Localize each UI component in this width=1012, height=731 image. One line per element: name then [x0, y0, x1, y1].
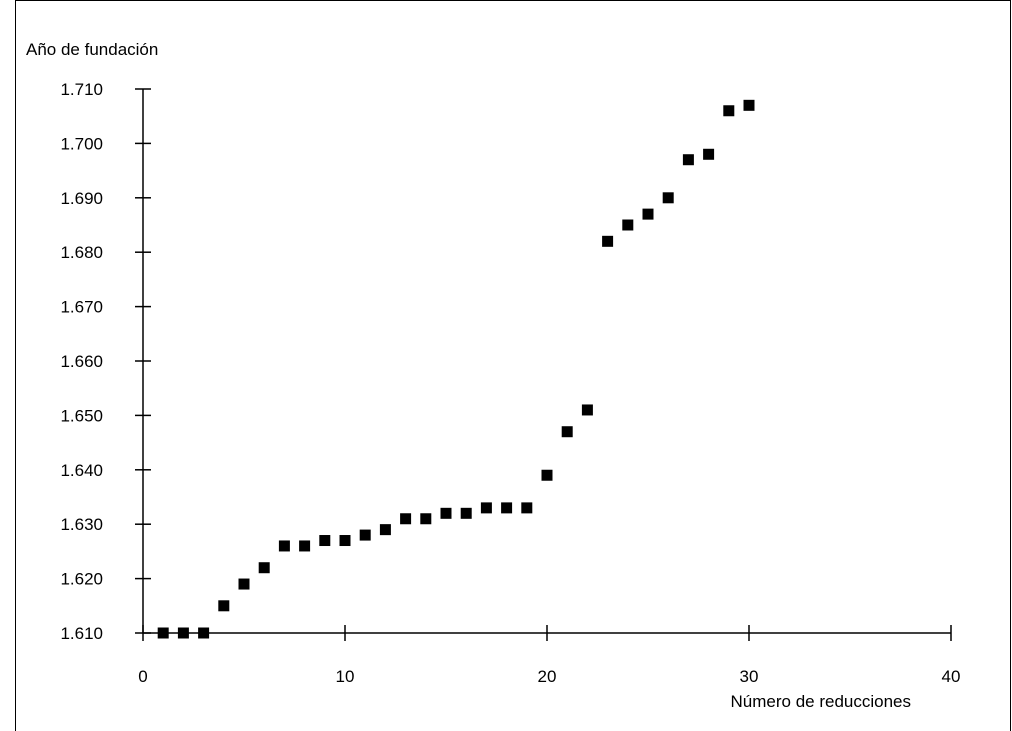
y-ticks: 1.610 1.620 1.630 1.640 1.650 1.660 1.670 1.680…: [60, 80, 151, 643]
data-point: [379, 524, 391, 536]
data-point: [642, 208, 654, 220]
data-points: [157, 99, 755, 639]
data-point: [258, 562, 270, 574]
x-tick-label: 0: [138, 667, 147, 686]
y-tick-label: 1.660: [60, 352, 103, 371]
y-tick-label: 1.710: [60, 80, 103, 99]
data-point: [581, 404, 593, 416]
data-point: [440, 507, 452, 519]
y-tick-label: 1.610: [60, 624, 103, 643]
data-point: [723, 105, 735, 117]
data-point: [359, 529, 371, 541]
data-point: [480, 502, 492, 514]
chart-frame: [15, 0, 1011, 731]
data-point: [177, 627, 189, 639]
data-point: [400, 513, 412, 525]
axes: [142, 89, 951, 634]
data-point: [278, 540, 290, 552]
x-axis-title: Número de reducciones: [731, 692, 911, 711]
data-point: [238, 578, 250, 590]
y-tick-label: 1.630: [60, 515, 103, 534]
data-point: [218, 600, 230, 612]
data-point: [157, 627, 169, 639]
data-point: [743, 99, 755, 111]
data-point: [501, 502, 513, 514]
x-tick-label: 40: [942, 667, 961, 686]
data-point: [682, 154, 694, 166]
x-tick-label: 30: [740, 667, 759, 686]
data-point: [662, 192, 674, 204]
y-tick-label: 1.650: [60, 406, 103, 425]
x-tick-label: 20: [538, 667, 557, 686]
data-point: [521, 502, 533, 514]
data-point: [299, 540, 311, 552]
data-point: [541, 469, 553, 481]
data-point: [319, 535, 331, 547]
y-tick-label: 1.670: [60, 298, 103, 317]
data-point: [339, 535, 351, 547]
y-tick-label: 1.640: [60, 461, 103, 480]
y-tick-label: 1.700: [60, 134, 103, 153]
y-tick-label: 1.680: [60, 243, 103, 262]
data-point: [561, 426, 573, 438]
data-point: [460, 507, 472, 519]
data-point: [420, 513, 432, 525]
x-tick-label: 10: [336, 667, 355, 686]
y-axis-title: Año de fundación: [26, 40, 158, 59]
data-point: [198, 627, 210, 639]
y-tick-label: 1.690: [60, 189, 103, 208]
data-point: [703, 148, 715, 160]
y-tick-label: 1.620: [60, 570, 103, 589]
data-point: [602, 235, 614, 247]
data-point: [622, 219, 634, 231]
x-ticks: 0 10 20 30 40: [138, 625, 960, 686]
